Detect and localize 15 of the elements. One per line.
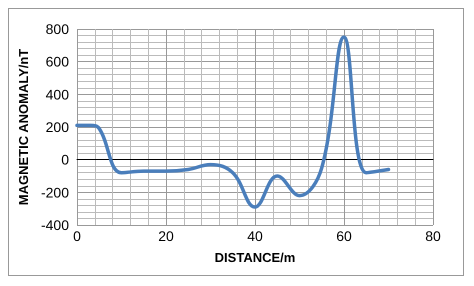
y-tick-label: 400 — [46, 86, 70, 102]
x-tick-label: 0 — [73, 228, 82, 244]
y-tick-label: 800 — [46, 21, 70, 37]
y-tick-label: 200 — [46, 119, 70, 135]
x-tick-label: 20 — [158, 228, 174, 244]
x-tick-label: 80 — [425, 228, 441, 244]
x-tick-label: 40 — [247, 228, 263, 244]
y-axis-title: MAGNETIC ANOMALY/nT — [16, 48, 32, 206]
x-tick-label: 60 — [336, 228, 352, 244]
y-tick-label: -200 — [40, 184, 70, 200]
y-tick-label: -400 — [40, 217, 70, 233]
y-tick-label: 600 — [46, 54, 70, 70]
x-axis-title: DISTANCE/m — [214, 250, 296, 265]
y-tick-label: 0 — [61, 152, 70, 168]
line-series — [75, 35, 390, 209]
